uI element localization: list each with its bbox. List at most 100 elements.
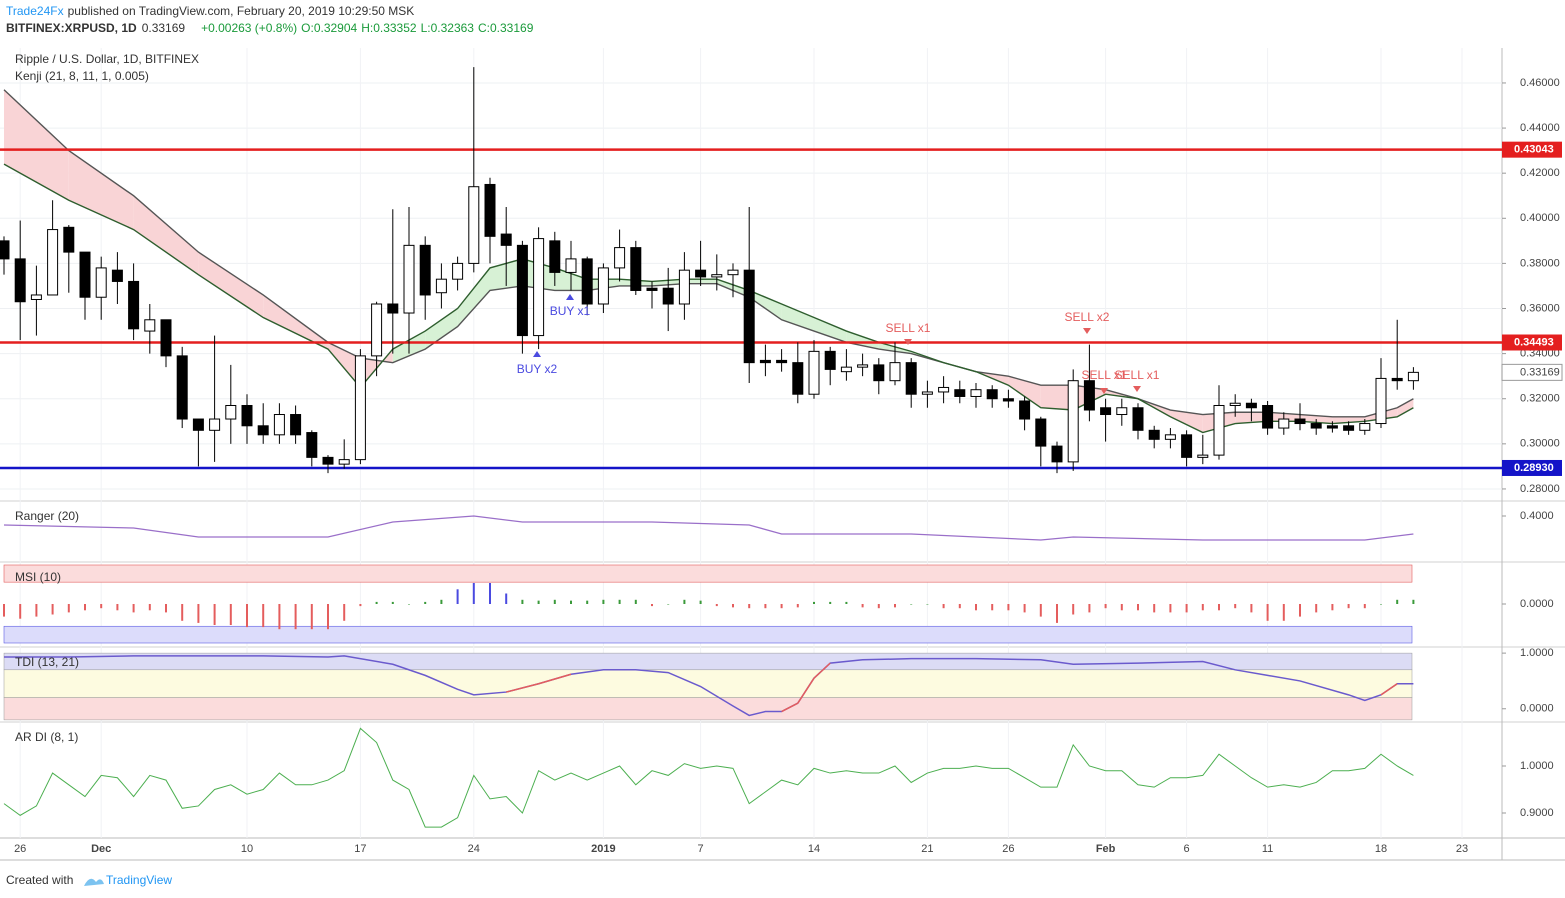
cloud-fill [328, 342, 361, 388]
y-tick-label: 1.0000 [1520, 647, 1554, 659]
cloud-fill [1170, 410, 1203, 433]
x-tick-label: 23 [1456, 843, 1468, 855]
candle-body [176, 355, 188, 420]
candle-body [776, 359, 788, 364]
candle-body [1326, 425, 1338, 429]
candle-body [759, 359, 771, 364]
candle-body [1407, 371, 1419, 382]
candle-body [1035, 418, 1047, 447]
y-tick-label: 0.0000 [1520, 703, 1554, 715]
pane-label: AR DI (8, 1) [15, 730, 78, 744]
y-tick-label: 0.32000 [1520, 393, 1560, 405]
kenji-line [3, 163, 1414, 434]
level-label: 0.43043 [1514, 144, 1554, 156]
candle-body [371, 303, 383, 357]
y-tick-label: 0.36000 [1520, 302, 1560, 314]
annotation: BUY x1 [550, 304, 591, 318]
publish-line: Trade24Fx published on TradingView.com, F… [6, 4, 414, 18]
candle-body [63, 226, 75, 253]
candle-body [306, 432, 318, 458]
pane-label: Ranger (20) [15, 509, 79, 523]
annotation-arrow [904, 339, 912, 345]
candle-body [581, 258, 593, 305]
open-label: O:0.32904 [301, 21, 357, 35]
y-tick-label: 0.30000 [1520, 438, 1560, 450]
x-tick-label: Dec [91, 843, 111, 855]
brand-icon [84, 878, 104, 886]
candle-body [290, 414, 302, 436]
cloud-fill [1008, 376, 1041, 408]
candle-body [47, 229, 59, 296]
level-tag [1502, 141, 1562, 158]
candle-body [727, 269, 739, 276]
candle-body [840, 366, 852, 373]
candle-body [1051, 445, 1063, 463]
candle-body [1019, 400, 1031, 420]
candle-body [1116, 407, 1128, 416]
annotation: SELL x1 [1082, 368, 1127, 382]
y-tick-label: 0.44000 [1520, 122, 1560, 134]
annotation-arrow [566, 294, 574, 300]
candle-body [1002, 398, 1014, 402]
candle-body [225, 404, 237, 420]
candle-body [1067, 380, 1079, 463]
candle-body [160, 319, 172, 357]
x-tick-label: Feb [1096, 843, 1116, 855]
tdi-rise [506, 682, 539, 693]
candle-body [1310, 423, 1322, 429]
y-tick-label: 1.0000 [1520, 760, 1554, 772]
candle-body [128, 280, 140, 330]
x-tick-label: 6 [1184, 843, 1190, 855]
candle-body [435, 278, 447, 294]
candle-body [257, 425, 269, 436]
change: +0.00263 (+0.8%) [201, 21, 297, 35]
x-tick-label: 14 [808, 843, 820, 855]
pane-label: TDI (13, 21) [15, 655, 79, 669]
y-tick-label: 0.38000 [1520, 257, 1560, 269]
candle-body [1164, 434, 1176, 440]
candle-body [938, 386, 950, 393]
candle-body [743, 269, 755, 364]
tdi-rise [1380, 683, 1398, 696]
cloud-fill [846, 331, 879, 350]
cloud-fill [1040, 385, 1074, 411]
y-tick-label: 0.34000 [1520, 348, 1560, 360]
y-tick-label: 0.42000 [1520, 167, 1560, 179]
cloud-fill [425, 308, 458, 350]
candle-body [0, 240, 10, 260]
x-tick-label: 24 [468, 843, 480, 855]
indicator-label: Kenji (21, 8, 11, 1, 0.005) [15, 69, 149, 83]
candle-body [1294, 418, 1306, 425]
close-label: C:0.33169 [478, 21, 534, 35]
candle-body [1245, 402, 1257, 409]
candle-body [857, 364, 869, 368]
symbol-line: BITFINEX:XRPUSD, 1D 0.33169 +0.00263 (+0.8… [6, 21, 534, 35]
y-tick-label: 0.4000 [1520, 510, 1554, 522]
symbol: BITFINEX:XRPUSD, 1D [6, 21, 137, 35]
candle-body [792, 362, 804, 395]
y-tick-label: 0.9000 [1520, 807, 1554, 819]
x-tick-label: 2019 [591, 843, 615, 855]
candle-body [808, 350, 820, 395]
annotation: SELL x2 [1065, 310, 1110, 324]
x-tick-label: 17 [354, 843, 366, 855]
candle-body [1181, 434, 1193, 458]
candle-body [484, 183, 496, 237]
candle-body [468, 186, 480, 264]
x-tick-label: 21 [921, 843, 933, 855]
level-tag [1502, 459, 1562, 476]
candle-body [241, 404, 253, 427]
annotation-arrow [533, 351, 541, 357]
tdi-rise [797, 677, 815, 704]
last: 0.33169 [142, 21, 186, 35]
ardi-line [3, 727, 1414, 828]
candle-body [711, 274, 723, 278]
last-price-label: 0.33169 [1520, 366, 1560, 378]
candle-body [1148, 429, 1160, 440]
candle-body [614, 247, 626, 269]
candle-body [549, 240, 561, 273]
candle-body [419, 244, 431, 296]
cloud-fill [749, 290, 782, 320]
candle-body [516, 244, 528, 337]
cloud-fill [4, 89, 69, 201]
